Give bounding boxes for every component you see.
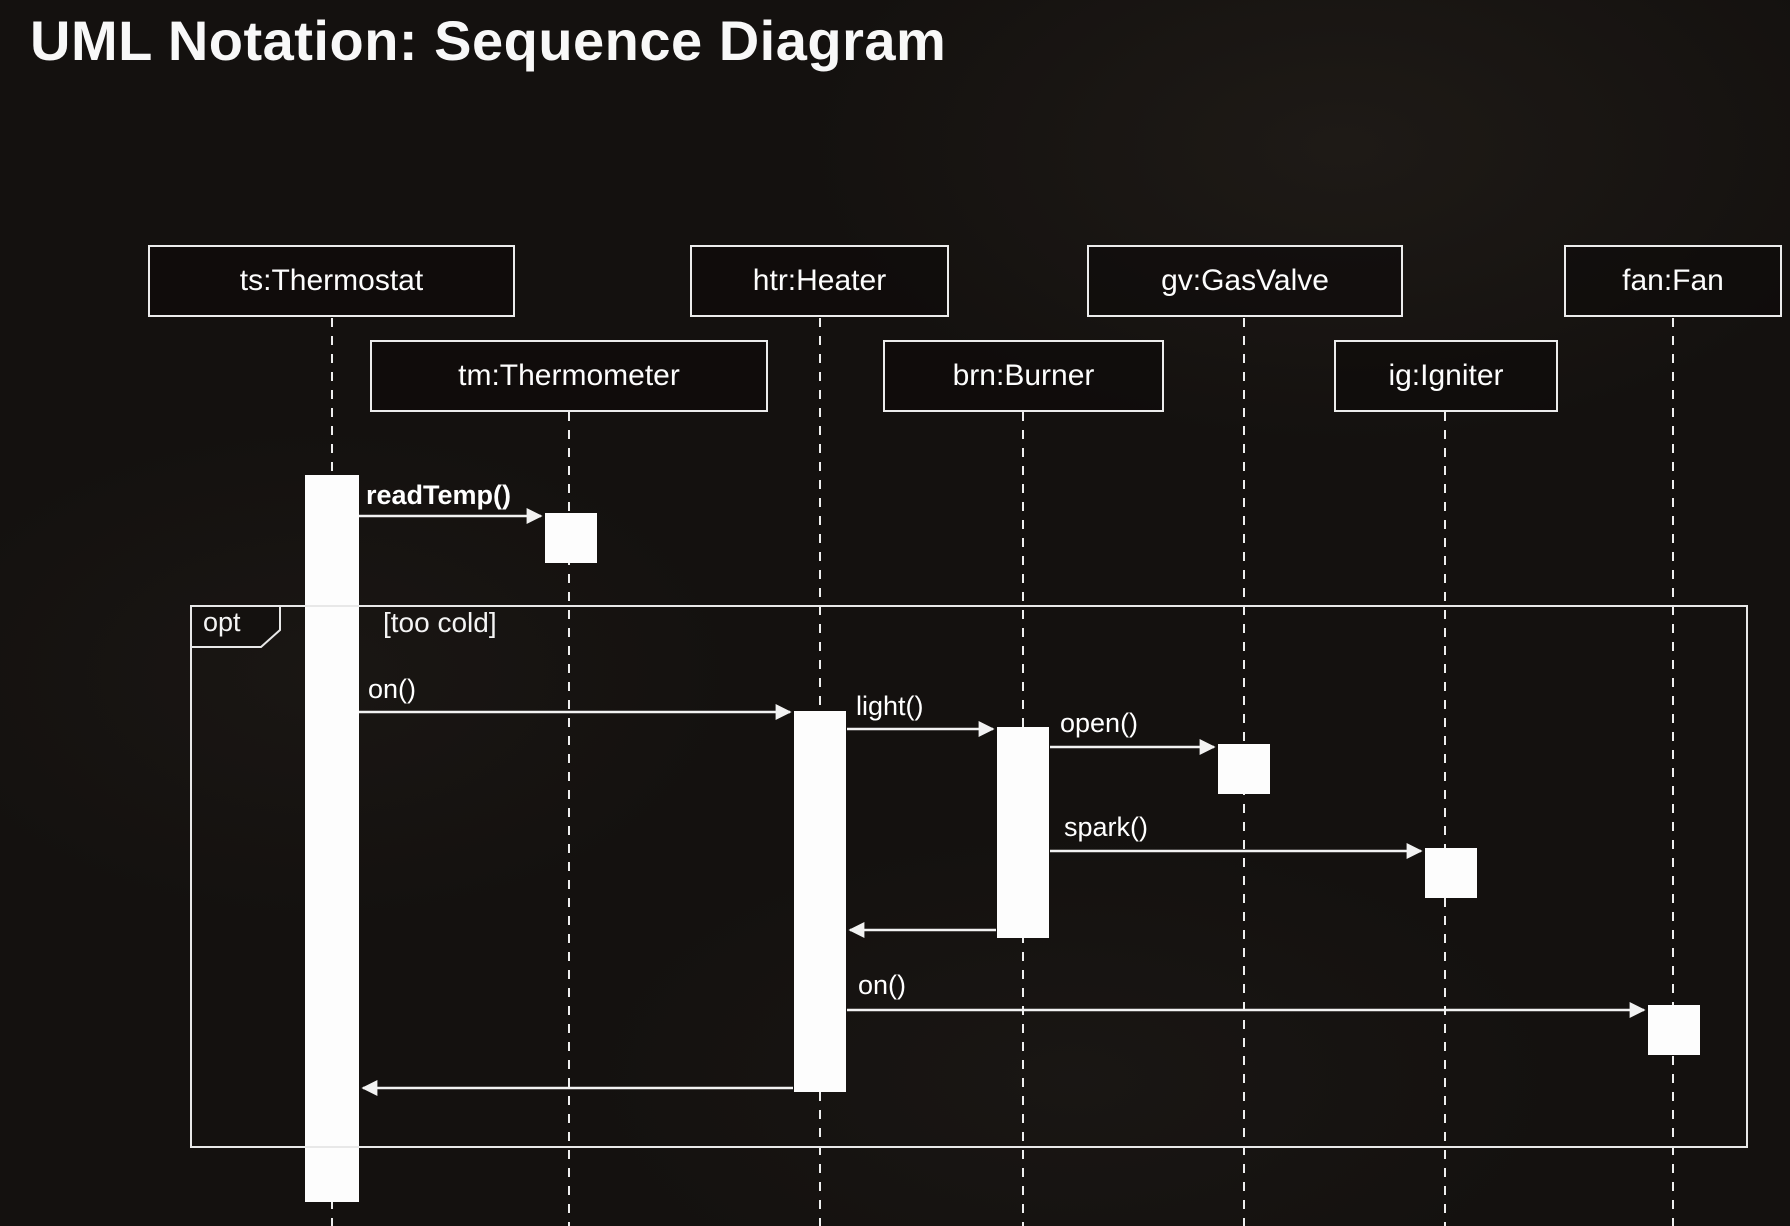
fragment-operator-tab (190, 605, 281, 648)
activation-ig-igniter (1425, 848, 1477, 898)
activation-fan-fan (1648, 1005, 1700, 1055)
participant-ig-igniter: ig:Igniter (1334, 340, 1558, 412)
activation-tm-thermometer (545, 513, 597, 563)
message-label-spark: spark() (1064, 812, 1149, 842)
participant-tm-thermometer: tm:Thermometer (370, 340, 768, 412)
message-label-light: light() (856, 691, 924, 721)
activation-ts-thermostat (305, 475, 359, 1202)
participant-brn-burner: brn:Burner (883, 340, 1164, 412)
opt-fragment-frame (190, 605, 1748, 1148)
activation-brn-burner (997, 727, 1049, 938)
fragment-operator-label: opt (203, 607, 241, 637)
participant-gv-gasvalve: gv:GasValve (1087, 245, 1403, 317)
activation-htr-heater (794, 711, 846, 1092)
message-label-open: open() (1060, 708, 1139, 738)
participant-htr-heater: htr:Heater (690, 245, 949, 317)
message-label-readtemp: readTemp() (366, 480, 512, 510)
fragment-guard: [too cold] (383, 607, 497, 638)
message-label-on-fan: on() (858, 970, 907, 1000)
participant-ts-thermostat: ts:Thermostat (148, 245, 515, 317)
slide-title: UML Notation: Sequence Diagram (30, 9, 947, 72)
activation-gv-gasvalve (1218, 744, 1270, 794)
message-label-on-heater: on() (368, 674, 417, 704)
participant-fan-fan: fan:Fan (1564, 245, 1782, 317)
